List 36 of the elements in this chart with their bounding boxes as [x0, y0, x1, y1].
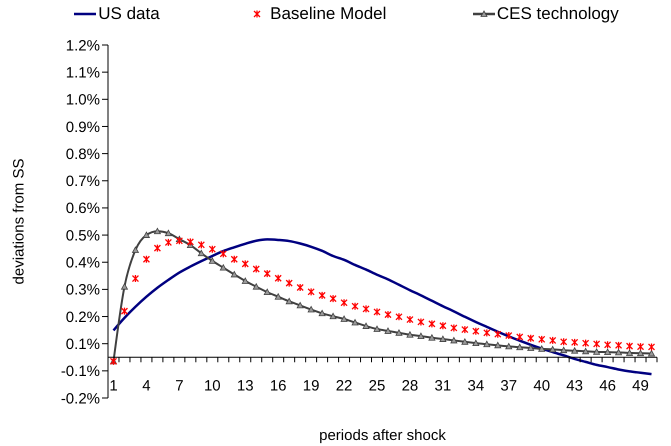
x-axis-title: periods after shock: [319, 427, 446, 444]
legend-label: US data: [97, 4, 160, 24]
x-tick-label: 4: [142, 377, 151, 394]
x-tick-label: 46: [599, 377, 616, 394]
y-tick-label: -0.1%: [60, 363, 100, 380]
y-tick-label: 1.2%: [66, 37, 100, 54]
x-tick-label: 49: [632, 377, 649, 394]
y-tick-label: 0.8%: [66, 146, 100, 163]
legend-label: Baseline Model: [269, 4, 386, 24]
x-tick-label: 25: [368, 377, 386, 394]
y-tick-label: 0.6%: [66, 200, 100, 218]
y-tick-label: 0.4%: [66, 254, 100, 272]
x-tick-label: 28: [402, 377, 418, 394]
y-axis-title: deviations from SS: [10, 158, 28, 284]
legend-label: CES technology: [496, 4, 619, 24]
y-tick-label: 0.5%: [66, 227, 100, 244]
x-tick-label: 1: [109, 377, 118, 394]
y-tick-label: 0.2%: [66, 308, 100, 326]
x-tick-label: 40: [533, 377, 550, 394]
x-tick-label: 37: [500, 377, 518, 394]
x-tick-label: 43: [566, 377, 583, 394]
y-tick-label: 0.3%: [66, 282, 100, 299]
y-tick-label: 0.7%: [66, 173, 100, 190]
x-tick-label: 22: [336, 377, 352, 394]
x-tick-label: 16: [270, 377, 287, 394]
y-tick-label: 0.1%: [66, 336, 100, 354]
x-tick-label: 7: [175, 377, 184, 394]
x-tick-label: 31: [434, 377, 452, 394]
y-tick-label: 0.9%: [66, 118, 100, 136]
y-tick-label: -0.2%: [60, 390, 100, 408]
x-tick-label: 10: [204, 377, 221, 394]
y-tick-label: 1.0%: [66, 92, 100, 109]
x-tick-label: 34: [467, 377, 484, 394]
x-tick-label: 13: [236, 377, 254, 394]
y-tick-label: 1.1%: [66, 64, 100, 82]
x-tick-label: 19: [302, 377, 320, 394]
